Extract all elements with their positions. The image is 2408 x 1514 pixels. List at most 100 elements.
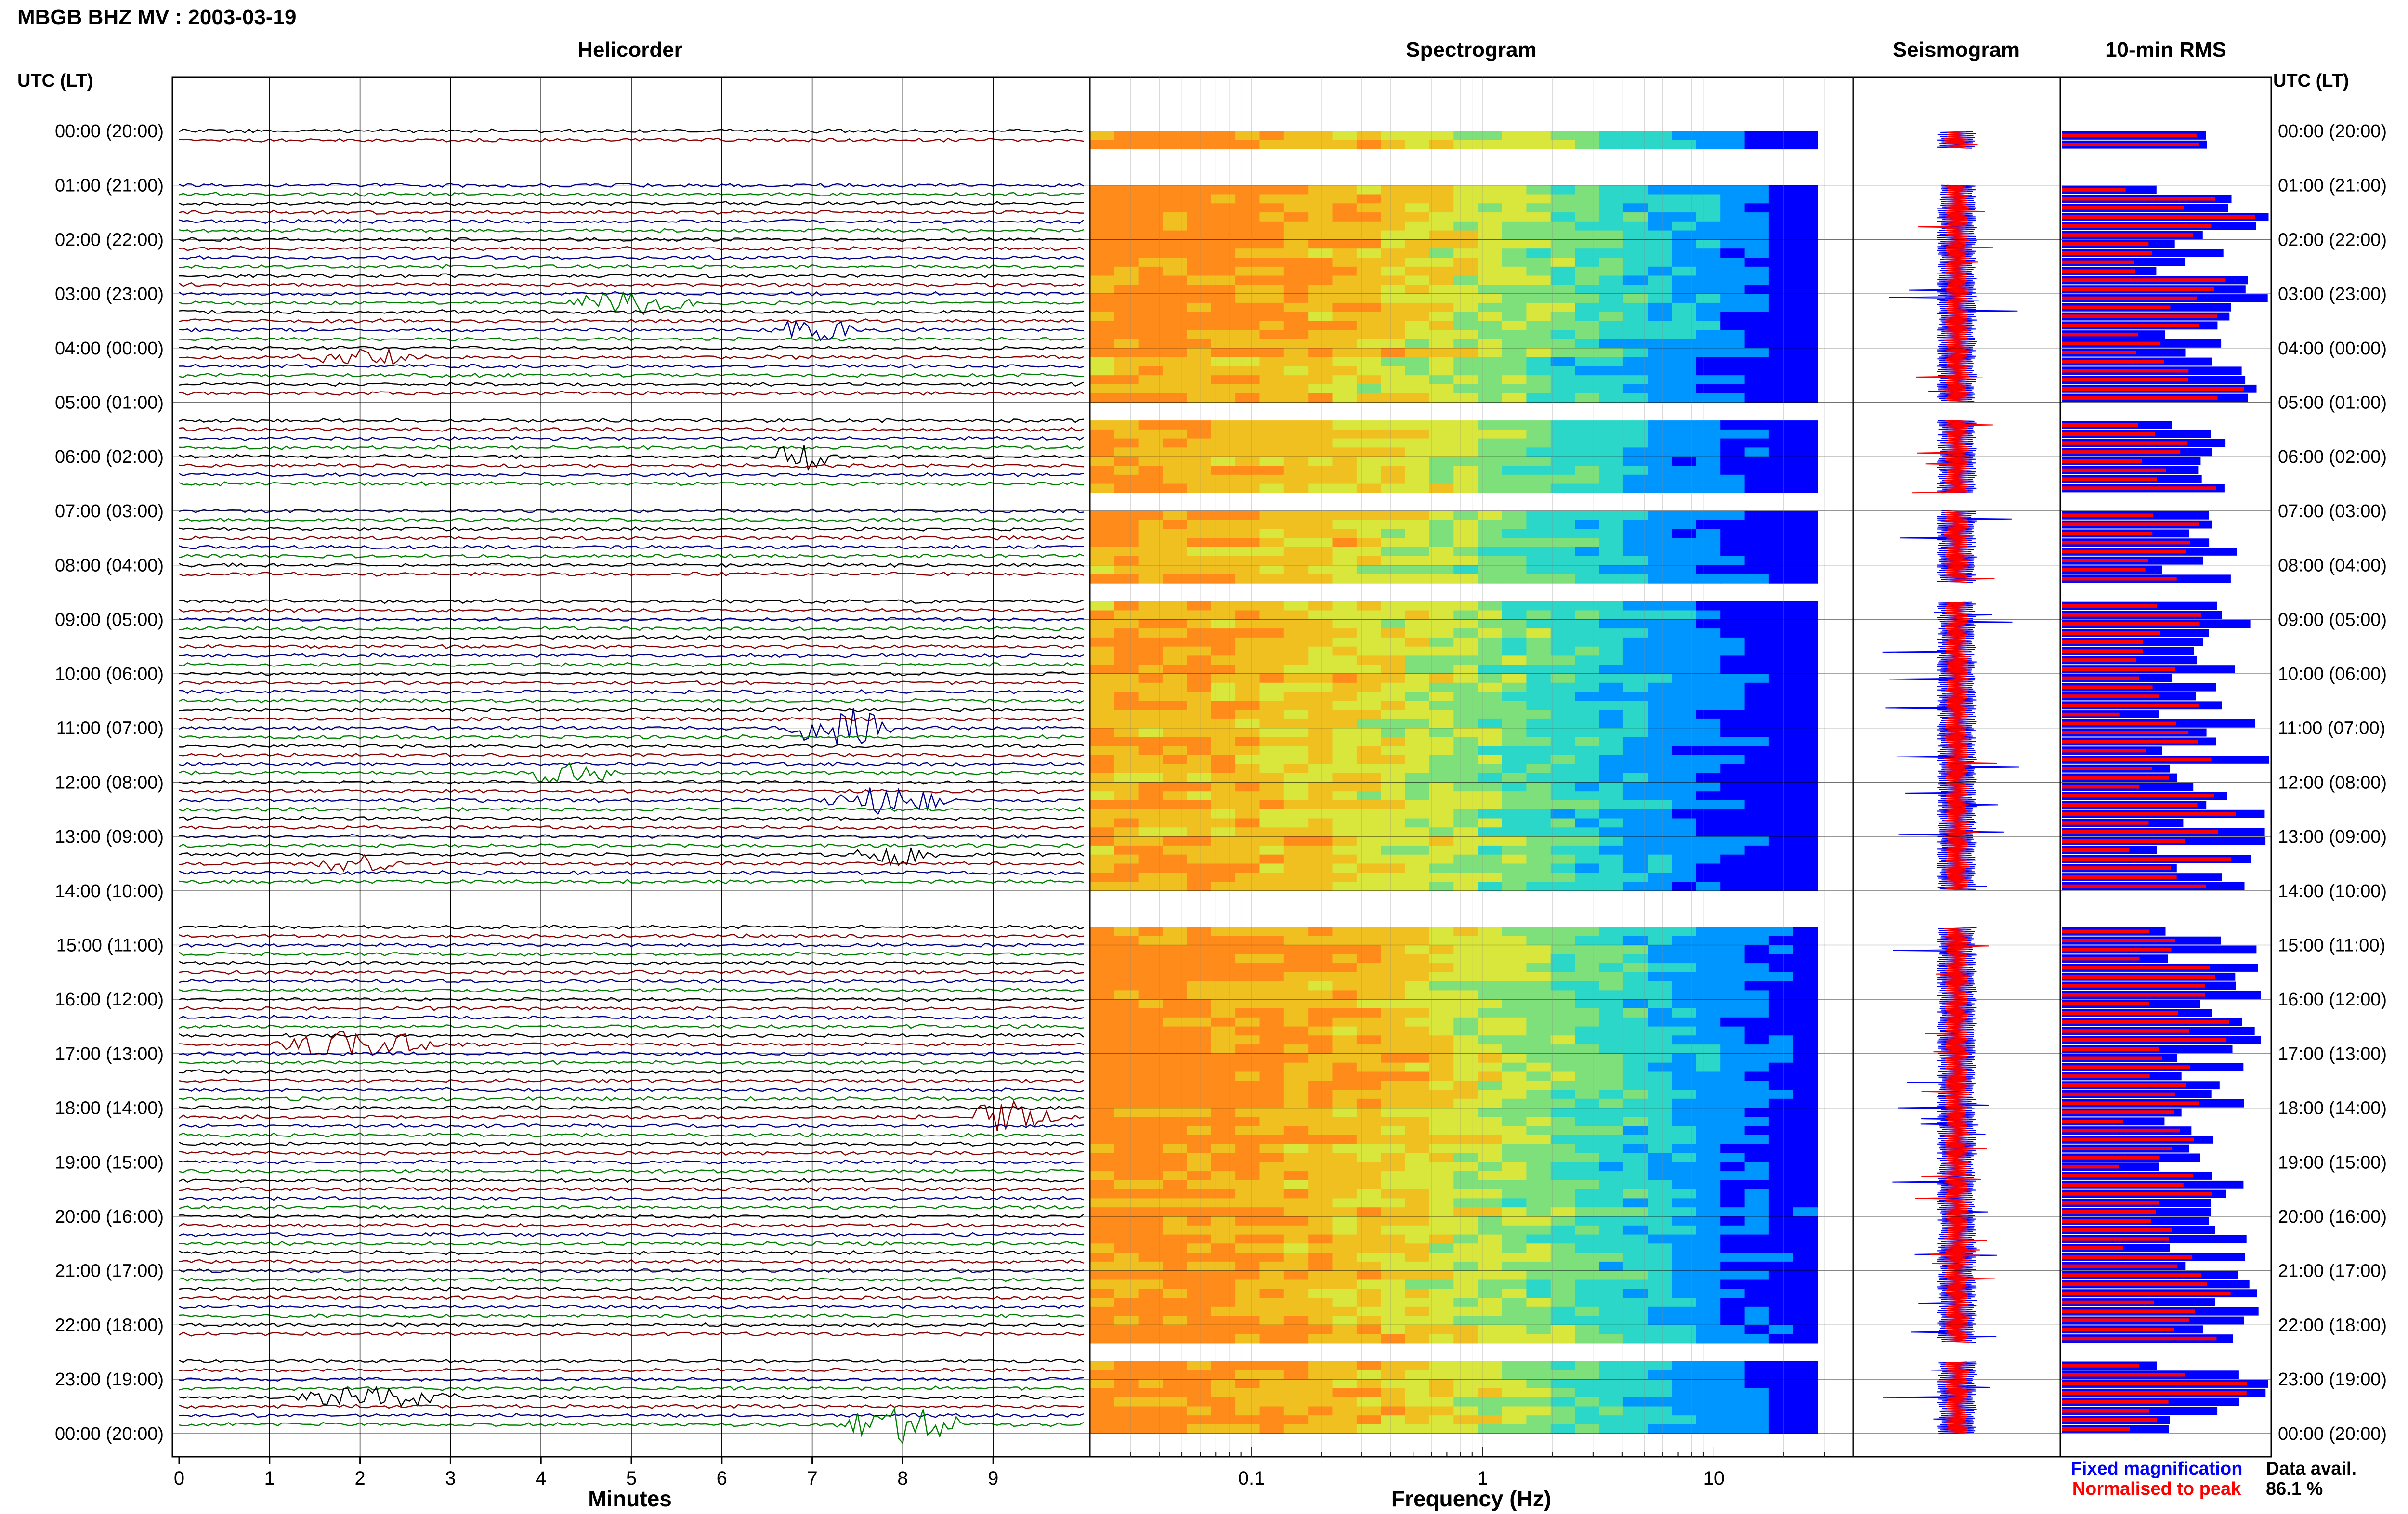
spectrogram-cell: [1308, 483, 1333, 493]
spectrogram-cell: [1114, 1117, 1139, 1126]
spectrogram-cell: [1211, 1171, 1236, 1181]
spectrogram-cell: [1744, 845, 1769, 855]
spectrogram-cell: [1114, 258, 1139, 267]
spectrogram-cell: [1720, 447, 1745, 457]
spectrogram-cell: [1502, 1253, 1527, 1262]
spectrogram-cell: [1381, 755, 1406, 765]
spectrogram-cell: [1114, 1316, 1139, 1325]
spectrogram-cell: [1599, 547, 1624, 557]
spectrogram-cell: [1526, 248, 1551, 258]
spectrogram-cell: [1550, 692, 1575, 701]
spectrogram-cell: [1138, 854, 1163, 864]
spectrogram-cell: [1793, 302, 1818, 313]
spectrogram-cell: [1332, 203, 1357, 213]
spectrogram-cell: [1768, 1225, 1793, 1235]
spectrogram-cell: [1696, 800, 1721, 810]
spectrogram-cell: [1332, 827, 1357, 837]
spectrogram-cell: [1502, 755, 1527, 765]
spectrogram-cell: [1526, 927, 1551, 937]
spectrogram-cell: [1599, 665, 1624, 674]
spectrogram-cell: [1429, 348, 1454, 358]
spectrogram-cell: [1550, 520, 1575, 529]
spectrogram-cell: [1283, 393, 1309, 403]
spectrogram-cell: [1405, 1135, 1430, 1145]
spectrogram-cell: [1648, 330, 1673, 339]
spectrogram-cell: [1768, 710, 1793, 719]
spectrogram-cell: [1187, 1108, 1212, 1117]
spectrogram-cell: [1332, 1017, 1357, 1027]
spectrogram-cell: [1283, 1144, 1309, 1153]
spectrogram-cell: [1381, 258, 1406, 267]
spectrogram-cell: [1575, 565, 1600, 574]
spectrogram-cell: [1696, 565, 1721, 574]
spectrogram-cell: [1163, 321, 1188, 330]
spectrogram-cell: [1502, 1098, 1527, 1109]
spectrogram-cell: [1163, 194, 1188, 204]
spectrogram-cell: [1575, 827, 1600, 837]
spectrogram-cell: [1211, 1379, 1236, 1389]
spectrogram-cell: [1478, 954, 1503, 964]
spectrogram-cell: [1768, 1053, 1793, 1063]
spectrogram-cell: [1259, 800, 1284, 810]
spectrogram-cell: [1623, 800, 1648, 810]
spectrogram-cell: [1648, 1379, 1673, 1389]
spectrogram-cell: [1308, 1062, 1333, 1072]
spectrogram-cell: [1720, 782, 1745, 792]
spectrogram-cell: [1308, 1198, 1333, 1208]
spectrogram-cell: [1744, 520, 1769, 529]
spectrogram-cell: [1163, 863, 1188, 873]
spectrogram-cell: [1550, 194, 1575, 204]
spectrogram-cell: [1356, 248, 1381, 258]
spectrogram-cell: [1502, 248, 1527, 258]
spectrogram-cell: [1211, 1253, 1236, 1262]
spectrogram-cell: [1478, 1207, 1503, 1217]
spectrogram-cell: [1453, 312, 1479, 321]
spectrogram-cell: [1526, 1207, 1551, 1217]
spectrogram-cell: [1163, 474, 1188, 484]
spectrogram-cell: [1308, 1379, 1333, 1389]
spectrogram-cell: [1720, 1306, 1745, 1317]
spectrogram-cell: [1720, 529, 1745, 538]
spectrogram-cell: [1768, 474, 1793, 484]
spectrogram-cell: [1090, 520, 1114, 529]
spectrogram-cell: [1114, 520, 1139, 529]
spectrogram-cell: [1429, 637, 1454, 647]
spectrogram-cell: [1502, 529, 1527, 538]
spectrogram-cell: [1793, 737, 1818, 746]
spectrogram-cell: [1090, 782, 1114, 792]
spectrogram-cell: [1696, 1225, 1721, 1235]
spectrogram-cell: [1308, 266, 1333, 276]
spectrogram-cell: [1090, 682, 1114, 692]
spectrogram-cell: [1405, 755, 1430, 765]
spectrogram-cell: [1381, 1334, 1406, 1344]
spectrogram-cell: [1672, 746, 1697, 756]
spectrogram-cell: [1211, 682, 1236, 692]
spectrogram-cell: [1648, 927, 1673, 937]
spectrogram-cell: [1405, 1289, 1430, 1298]
grid-lines: [172, 77, 2271, 1457]
spectrogram-cell: [1381, 619, 1406, 629]
spectrogram-cell: [1768, 1198, 1793, 1208]
spectrogram-cell: [1114, 1306, 1139, 1317]
spectrogram-cell: [1429, 1090, 1454, 1099]
spectrogram-cell: [1526, 1406, 1551, 1416]
spectrogram-cell: [1356, 1306, 1381, 1317]
spectrogram-cell: [1623, 212, 1648, 222]
spectrogram-cell: [1526, 1289, 1551, 1298]
spectrogram-cell: [1163, 1053, 1188, 1063]
spectrogram-cell: [1405, 212, 1430, 222]
spectrogram-cell: [1163, 1234, 1188, 1244]
spectrogram-cell: [1672, 800, 1697, 810]
spectrogram-cell: [1478, 275, 1503, 285]
spectrogram-cell: [1575, 692, 1600, 701]
spectrogram-cell: [1114, 845, 1139, 855]
spectrogram-cell: [1720, 1135, 1745, 1145]
spectrogram-cell: [1235, 140, 1260, 150]
spectrogram-cell: [1259, 1026, 1284, 1036]
spectrogram-cell: [1550, 1243, 1575, 1253]
spectrogram-cell: [1599, 538, 1624, 548]
spectrogram-cell: [1356, 466, 1381, 475]
spectrogram-cell: [1623, 1162, 1648, 1172]
spectrogram-cell: [1696, 1108, 1721, 1117]
spectrogram-cell: [1283, 854, 1309, 864]
